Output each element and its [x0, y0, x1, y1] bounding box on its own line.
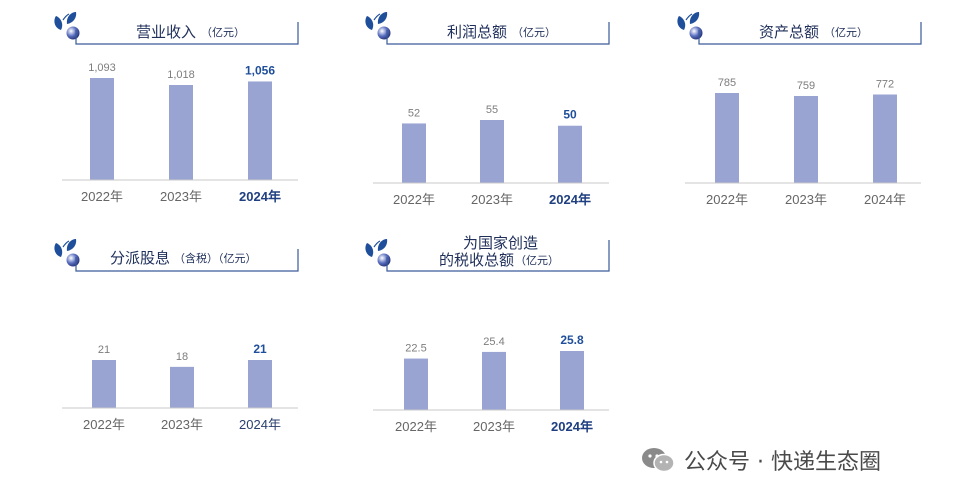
chart-title-line1: 为国家创造 [463, 235, 538, 252]
bar-2024年 [558, 125, 582, 183]
data-label: 25.8 [560, 333, 584, 347]
watermark-text: 公众号 · 快递生态圈 [684, 450, 881, 475]
chart-svg-assets: 资产总额 （亿元） 785 2022年 759 2023年 772 2024年 [677, 12, 922, 207]
data-label: 1,093 [88, 62, 116, 74]
watermark: 公众号 · 快递生态圈 [640, 444, 881, 476]
bar-2023年 [482, 351, 506, 410]
x-tick-label: 2023年 [471, 192, 513, 207]
bar-2023年 [480, 120, 504, 183]
x-tick-label: 2023年 [785, 192, 827, 207]
chart-svg-revenue: 营业收入 （亿元） 1,093 2022年 1,018 2023年 1,056 2024年 [54, 12, 299, 204]
bar-2022年 [90, 78, 114, 180]
data-label: 1,056 [245, 63, 275, 77]
bar-2023年 [170, 366, 194, 408]
chart-title: 利润总额 [447, 24, 507, 41]
x-tick-label: 2022年 [395, 419, 437, 434]
bar-2023年 [794, 95, 818, 183]
chart-title-line2: 的税收总额 [439, 252, 514, 269]
data-label: 21 [98, 344, 110, 356]
x-tick-label: 2022年 [83, 417, 125, 432]
bar-2024年 [560, 351, 584, 410]
data-label: 25.4 [483, 336, 504, 348]
chart-title: 分派股息 [110, 250, 170, 267]
x-tick-label: 2023年 [161, 417, 203, 432]
x-tick-label: 2024年 [239, 417, 281, 432]
chart-panel-taxes: 为国家创造 的税收总额 （亿元） 22.5 2022年 25.4 2023年 25.8 2… [363, 230, 613, 435]
chart-title: 资产总额 [759, 24, 819, 41]
data-label: 1,018 [167, 69, 195, 81]
chart-svg-taxes: 为国家创造 的税收总额 （亿元） 22.5 2022年 25.4 2023年 25.8 2… [365, 235, 610, 434]
title-frame [75, 249, 299, 272]
data-label: 52 [408, 107, 420, 119]
title-frame [386, 240, 610, 272]
x-tick-label: 2024年 [551, 419, 593, 434]
x-tick-label: 2023年 [473, 419, 515, 434]
chart-panel-revenue: 营业收入 （亿元） 1,093 2022年 1,018 2023年 1,056 2024年 [52, 8, 302, 213]
data-label: 21 [253, 342, 267, 356]
chart-title: 营业收入 [136, 24, 196, 41]
chart-title-unit: （亿元） [512, 26, 556, 39]
x-tick-label: 2024年 [864, 192, 906, 207]
bar-2022年 [92, 360, 116, 408]
chart-svg-dividends: 分派股息 （含税）（亿元） 21 2022年 18 2023年 21 2024年 [54, 239, 299, 432]
x-tick-label: 2024年 [549, 192, 591, 207]
chart-panel-profit: 利润总额 （亿元） 52 2022年 55 2023年 50 2024年 [363, 8, 613, 213]
chart-panel-assets: 资产总额 （亿元） 785 2022年 759 2023年 772 2024年 [675, 8, 925, 213]
data-label: 18 [176, 351, 188, 363]
chart-title-unit: （亿元） [515, 254, 559, 267]
bar-2023年 [169, 84, 193, 180]
x-tick-label: 2022年 [81, 189, 123, 204]
x-tick-label: 2023年 [160, 189, 202, 204]
data-label: 785 [718, 77, 736, 89]
data-label: 50 [563, 108, 577, 122]
bar-2022年 [404, 358, 428, 410]
x-tick-label: 2022年 [393, 192, 435, 207]
data-label: 759 [797, 80, 815, 92]
logo-leaf-icon [677, 12, 703, 40]
x-tick-label: 2024年 [239, 189, 281, 204]
bar-2024年 [248, 360, 272, 408]
x-tick-label: 2022年 [706, 192, 748, 207]
chart-title-unit: （含税）（亿元） [174, 251, 257, 265]
title-frame [386, 22, 610, 45]
title-frame [75, 22, 299, 45]
chart-title-unit: （亿元） [824, 26, 868, 39]
bar-2022年 [402, 123, 426, 183]
bar-2024年 [248, 81, 272, 180]
bar-2024年 [873, 94, 897, 183]
data-label: 772 [876, 78, 894, 90]
chart-svg-profit: 利润总额 （亿元） 52 2022年 55 2023年 50 2024年 [365, 12, 610, 207]
title-frame [698, 22, 922, 45]
data-label: 55 [486, 104, 498, 116]
data-label: 22.5 [405, 343, 426, 355]
bar-2022年 [715, 93, 739, 183]
chart-title-unit: （亿元） [201, 26, 245, 39]
wechat-icon [642, 448, 675, 473]
chart-panel-dividends: 分派股息 （含税）（亿元） 21 2022年 18 2023年 21 2024年 [52, 235, 302, 440]
